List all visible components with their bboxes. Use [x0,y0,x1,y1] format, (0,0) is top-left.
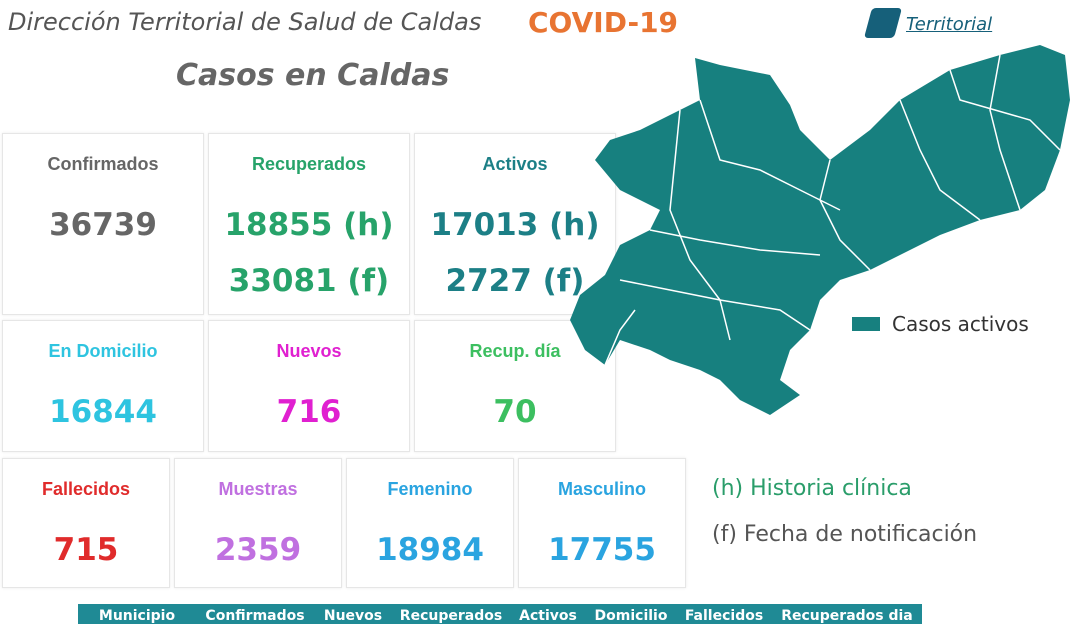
logo-text: Territorial [906,14,993,35]
card-label: Activos [482,154,548,174]
card-value: 17013 (h) [430,207,600,243]
card-value: 36739 [49,207,157,243]
card-label: Femenino [387,479,473,499]
card-value: 2359 [214,532,302,568]
card-value: 18855 (h) [224,207,394,243]
stat-card: Fallecidos 715 [2,458,170,588]
card-value: 16844 [49,394,157,430]
card-value: 33081 (f) [228,263,390,299]
card-label: Recuperados [251,154,367,174]
map-region [570,45,1070,415]
column-header: Domicilio [594,608,668,624]
column-header: Recuperados dia [781,608,913,624]
map-borders [604,54,1061,366]
column-header: Fallecidos [684,608,764,624]
column-header: Activos [519,608,577,624]
table-header: Municipio Confirmados Nuevos Recuperados Act… [78,604,922,624]
column-header: Municipio [98,608,176,624]
subtitle: Casos en Caldas [176,58,450,93]
column-header: Recuperados [399,608,503,624]
note: (f) Fecha de notificación [712,522,978,547]
card-label: Recup. día [469,341,561,361]
card-label: Confirmados [47,154,159,174]
stat-card: Recup. día 70 [414,320,616,452]
stat-card: Muestras 2359 [174,458,342,588]
legend-label: Casos activos [892,312,1029,336]
stat-card: Recuperados 18855 (h) 33081 (f) [208,133,410,315]
map [570,45,1070,415]
stat-card: Activos 17013 (h) 2727 (f) [414,133,616,315]
card-value: 716 [276,394,342,430]
logo-icon [863,8,903,38]
card-label: Nuevos [276,341,342,361]
column-header: Nuevos [323,608,383,624]
card-value: 70 [493,394,537,430]
header-title: Dirección Territorial de Salud de Caldas [8,8,482,36]
stat-card: Femenino 18984 [346,458,514,588]
stat-card: Masculino 17755 [518,458,686,588]
stat-card: Confirmados 36739 [2,133,204,315]
card-label: Fallecidos [41,479,131,499]
card-value: 715 [53,532,119,568]
legend-swatch [852,317,880,331]
stat-card: Nuevos 716 [208,320,410,452]
note: (h) Historia clínica [712,476,912,501]
card-label: Masculino [557,479,646,499]
header-tag: COVID-19 [528,6,679,39]
column-header: Confirmados [205,608,305,624]
card-value: 2727 (f) [445,263,585,299]
card-value: 18984 [376,532,484,568]
card-value: 17755 [548,532,656,568]
card-label: Muestras [218,479,298,499]
card-label: En Domicilio [48,341,158,361]
stat-card: En Domicilio 16844 [2,320,204,452]
